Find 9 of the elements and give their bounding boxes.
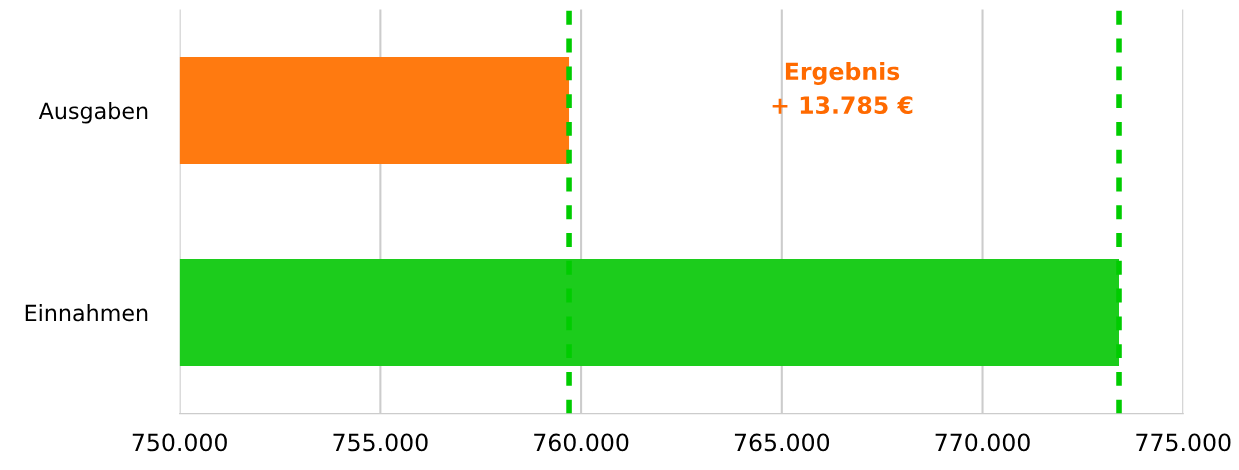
- x-tick-label: 755.000: [333, 433, 428, 452]
- annotation: Ergebnis + 13.785 €: [772, 61, 913, 114]
- x-tick-label: 765.000: [734, 433, 830, 452]
- x-tick-label: 750.000: [132, 433, 227, 452]
- x-tick-label: 760.000: [534, 433, 629, 452]
- y-tick-label: Ausgaben: [38, 102, 148, 124]
- x-tick-label: 775.000: [1136, 433, 1231, 452]
- y-tick-label: Einnahmen: [25, 304, 148, 322]
- x-tick-label: 770.000: [935, 433, 1030, 452]
